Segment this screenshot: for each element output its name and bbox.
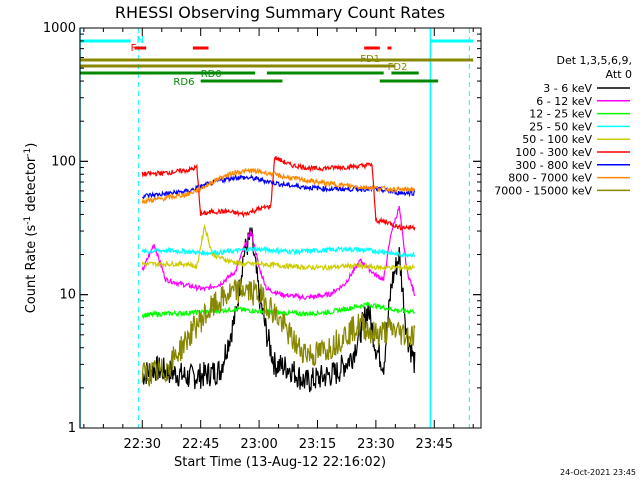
legend-header-1: Det 1,3,5,6,9, <box>556 54 632 67</box>
x-tick-label-0: 22:30 <box>124 437 161 452</box>
x-tick-label-2: 23:00 <box>240 437 277 452</box>
series-line-50to100keVkev <box>141 223 416 272</box>
flag-label-fd2: FD2 <box>388 62 408 73</box>
legend-label-0: 3 - 6 keV <box>543 82 592 95</box>
series-line-7000to15000keVkev <box>141 278 416 387</box>
plot-area: NF FD1 FD2 RD0 RD6 <box>79 28 474 428</box>
x-tick-label-5: 23:45 <box>416 437 453 452</box>
series-line-800to7000keVkev <box>141 167 416 205</box>
plot-frame <box>79 27 482 429</box>
legend-label-8: 7000 - 15000 keV <box>494 184 592 197</box>
y-label-sup1: -1 <box>23 216 33 225</box>
y-axis-label: Count Rate (s-1 detector-1) <box>23 143 39 314</box>
y-tick-label-1: 10 <box>59 288 76 303</box>
x-tick-label-3: 23:15 <box>299 437 336 452</box>
y-tick-label-3: 1000 <box>43 21 76 36</box>
legend-label-6: 300 - 800 keV <box>515 159 592 172</box>
series-line-6to12keVkev <box>141 205 416 302</box>
y-tick-label-2: 100 <box>51 154 76 169</box>
x-axis-label: Start Time (13-Aug-12 22:16:02) <box>174 455 386 470</box>
axis-ticks: 1 10 100 1000 22:30 22:45 23:00 23:15 23:30 23:45 <box>43 21 481 452</box>
x-tick-label-1: 22:45 <box>182 437 219 452</box>
series-line-100to300keVkev <box>141 155 416 232</box>
y-label-part1: Count Rate (s <box>24 225 39 314</box>
legend-label-5: 100 - 300 keV <box>515 146 592 159</box>
legend-label-1: 6 - 12 keV <box>536 95 592 108</box>
x-tick-label-4: 23:30 <box>357 437 394 452</box>
flag-label-rd0: RD0 <box>201 69 222 80</box>
y-label-part2: detector <box>24 156 39 216</box>
flag-label-f: F <box>131 43 137 54</box>
legend-label-3: 25 - 50 keV <box>529 120 592 133</box>
legend-label-2: 12 - 25 keV <box>529 108 592 121</box>
legend-header-2: Att 0 <box>606 68 632 81</box>
footer-date: 24-Oct-2021 23:45 <box>560 468 636 477</box>
series-line-12to25keVkev <box>141 301 416 320</box>
flag-label-rd6: RD6 <box>173 77 194 88</box>
y-label-part3: ) <box>24 143 39 148</box>
series-line-25to50keVkev <box>141 245 416 259</box>
y-label-sup2: -1 <box>23 148 33 157</box>
y-tick-label-0: 1 <box>68 421 76 436</box>
legend-label-7: 800 - 7000 keV <box>508 172 592 185</box>
legend-label-4: 50 - 100 keV <box>522 133 592 146</box>
chart-title: RHESSI Observing Summary Count Rates <box>115 3 445 22</box>
flag-label-fd1: FD1 <box>360 54 380 65</box>
series-line-3to6keVkev <box>141 227 416 393</box>
flag-label-n: N <box>136 35 143 46</box>
